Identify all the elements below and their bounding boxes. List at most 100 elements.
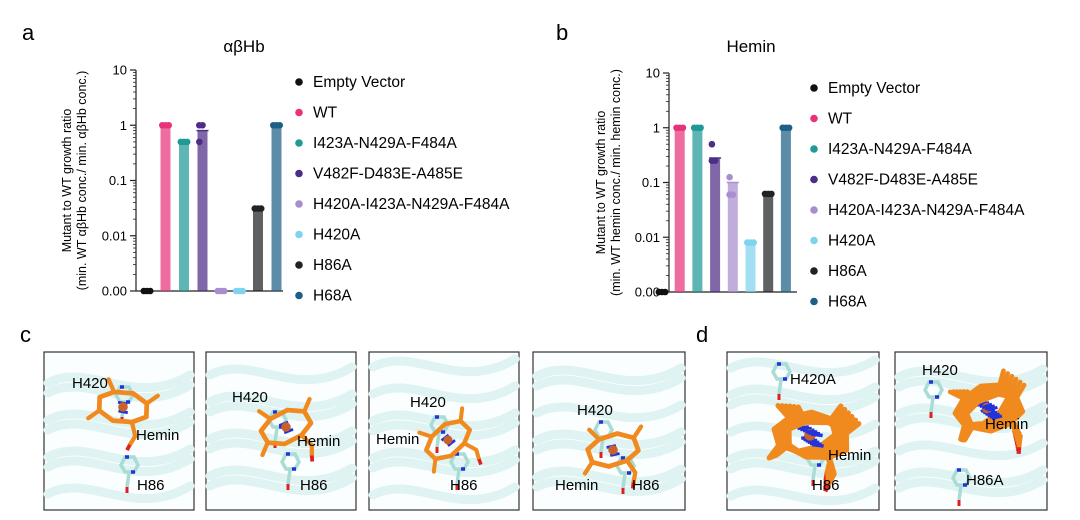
hemin-substituent	[769, 403, 851, 481]
hemin-nitrogen	[984, 404, 996, 411]
legend-entry: I423A-N429A-F484A	[828, 141, 973, 158]
legend-marker	[810, 84, 818, 92]
data-point	[196, 138, 203, 146]
bar	[727, 182, 738, 292]
residue-label: H420A	[790, 371, 836, 388]
hemin-substituent	[582, 424, 644, 485]
structure-panel-c: H420 Hemin H86	[532, 351, 686, 511]
side-chain	[957, 485, 963, 501]
data-point	[750, 239, 757, 246]
legend-marker	[810, 145, 818, 153]
side-chain	[621, 473, 627, 489]
data-point	[257, 205, 265, 212]
protein-ribbon	[894, 465, 1048, 488]
hemin-substituent	[86, 377, 160, 447]
panel-letter-a: a	[22, 20, 35, 45]
histidine-residue	[119, 455, 140, 493]
structure-panel-c: H420 Hemin H86	[205, 351, 357, 511]
legend-marker	[295, 200, 303, 208]
protein-ribbon	[205, 463, 357, 486]
side-chain	[929, 397, 935, 413]
structure-panel-d: H420A Hemin H86	[726, 351, 880, 511]
legend-marker	[810, 297, 818, 306]
hemin-nitrogen	[981, 402, 993, 410]
hemin-nitrogen	[609, 452, 620, 457]
y-tick-label: 1	[653, 120, 660, 135]
y-tick-label: 0.1	[642, 175, 660, 190]
iron-atom	[118, 402, 128, 412]
legend-marker	[295, 139, 303, 147]
bar	[745, 242, 756, 292]
hemin-nitrogen	[447, 439, 456, 447]
protein-ribbon	[532, 373, 686, 396]
legend-entry: WT	[828, 111, 853, 128]
legend-entry: H420A	[313, 227, 361, 244]
chart-title: αβHb	[223, 37, 264, 56]
legend-marker	[810, 206, 818, 214]
protein-ribbon	[205, 389, 357, 412]
legend-marker	[295, 108, 303, 117]
hemin-molecule	[417, 406, 483, 474]
residue-label: Hemin	[297, 433, 340, 450]
histidine-residue	[771, 362, 792, 400]
residue-label: H86A	[966, 472, 1004, 489]
bar	[780, 127, 791, 292]
histidine-residue	[280, 452, 301, 490]
structure-panels-c: H420HeminH86H420HeminH86H420HeminH86H420…	[43, 351, 686, 511]
hemin-substituent	[962, 382, 1027, 450]
side-chain	[777, 379, 783, 395]
legend-marker	[295, 261, 303, 269]
hemin-nitrogen	[811, 432, 823, 438]
protein-ribbon	[532, 437, 686, 460]
porphyrin-ring	[423, 418, 473, 462]
legend-entry: WT	[313, 105, 338, 122]
data-point	[711, 157, 719, 165]
carboxyl-oxygen	[125, 443, 132, 452]
protein-ribbon	[368, 455, 520, 478]
residue-label: H420	[72, 375, 108, 392]
legend-entry: H420A-I423A-N429A-F484A	[313, 196, 510, 213]
residue-label: H420	[922, 362, 958, 379]
legend-marker	[810, 236, 818, 245]
legend-marker	[295, 230, 303, 239]
protein-ribbon	[532, 464, 686, 487]
protein-ribbon	[894, 364, 1048, 387]
histidine-residue	[951, 468, 972, 506]
structure-panels-d: H420A Hemin H86 H420 Hemin H86A	[726, 351, 1048, 511]
histidine-residue	[615, 456, 636, 494]
residue-label: Hemin	[555, 477, 598, 494]
hemin-nitrogen	[986, 410, 998, 418]
data-point	[729, 191, 737, 198]
structure-panel-c: H420 Hemin H86	[368, 351, 520, 511]
bar	[197, 130, 208, 291]
data-point	[726, 173, 733, 181]
residue-label: H86	[137, 477, 165, 494]
hemin-substituent	[256, 396, 314, 458]
data-point	[146, 287, 154, 295]
side-chain	[455, 469, 461, 485]
hemin-substituent	[770, 403, 855, 484]
y-axis-label: (min. WT hemin conc./ min. hemin conc.)	[609, 69, 623, 296]
porphyrin-ring	[963, 391, 1026, 434]
porphyrin-ring	[258, 407, 314, 447]
y-tick-label: 1	[120, 118, 127, 133]
residue-label: H86	[300, 477, 328, 494]
protein-ribbon	[205, 436, 357, 459]
bar	[710, 158, 721, 292]
hemin-nitrogen	[984, 408, 996, 416]
legend-entry: I423A-N429A-F484A	[313, 135, 458, 152]
y-tick-label: 0.01	[102, 228, 127, 243]
chart-title: Hemin	[726, 37, 775, 56]
y-axis-label: Mutant to WT growth ratio	[594, 111, 608, 255]
hemin-molecule	[86, 377, 160, 452]
y-axis-label: Mutant to WT growth ratio	[60, 109, 74, 253]
hemin-molecule	[256, 396, 315, 462]
protein-ribbon	[726, 446, 880, 469]
side-chain	[286, 469, 292, 485]
chart-hemin: Hemin Mutant to WT growth ratio (min. WT h…	[594, 37, 1025, 311]
data-point	[199, 121, 206, 129]
bar	[763, 193, 774, 292]
hemin-nitrogen	[989, 412, 1001, 419]
structure-panel-c: H420 Hemin H86	[43, 351, 195, 511]
